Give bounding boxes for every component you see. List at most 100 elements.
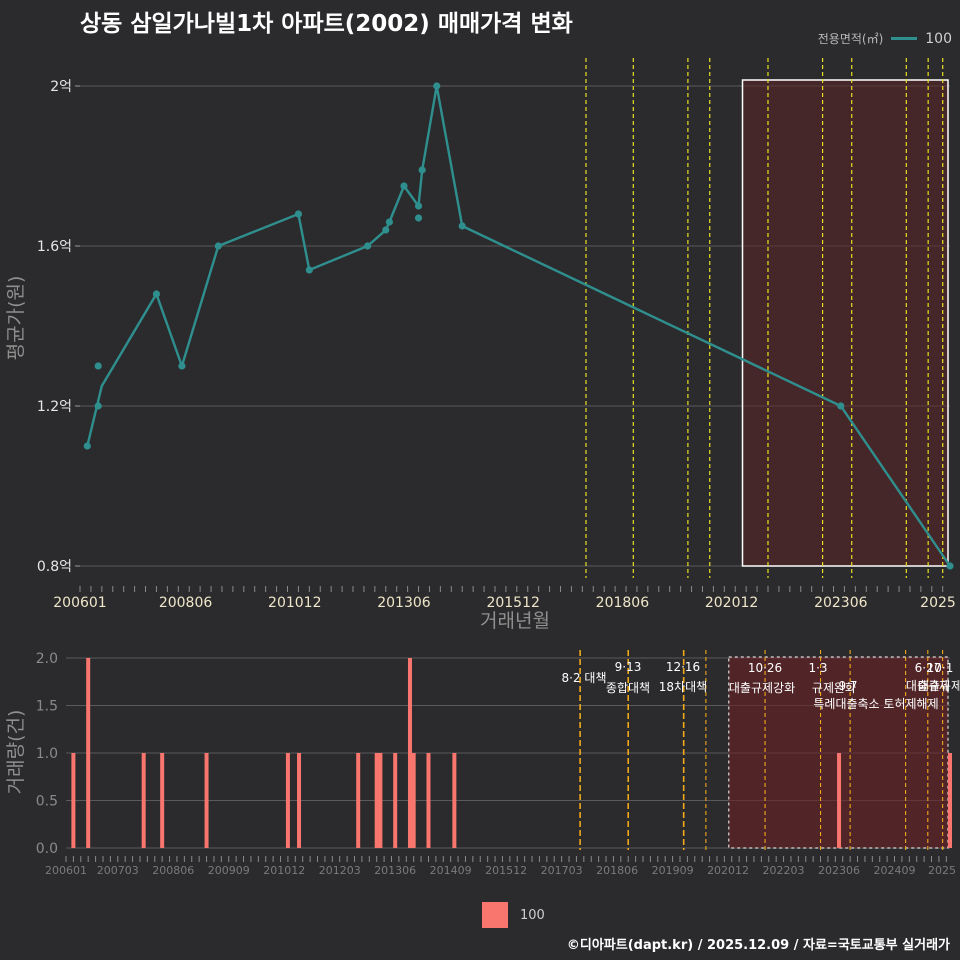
policy-label: 10·1 <box>927 661 954 675</box>
price-xtick-label: 2025 <box>920 595 956 611</box>
volume-xtick-label: 201203 <box>319 864 361 877</box>
volume-bar <box>141 753 146 848</box>
policy-extra-label: 특례대출축소 토허제해제 <box>813 697 938 711</box>
policy-label: 12·16 <box>666 660 700 674</box>
price-data-point <box>433 82 441 90</box>
price-ytick-label: 0.8억 <box>37 559 72 575</box>
volume-bar <box>411 753 416 848</box>
volume-xtick-label: 201306 <box>374 864 416 877</box>
price-xtick-label: 200601 <box>53 595 106 611</box>
volume-xtick-label: 200601 <box>45 864 87 877</box>
chart-title: 상동 삼일가나빌1차 아파트(2002) 매매가격 변화 <box>80 11 573 37</box>
volume-bar <box>378 753 383 848</box>
price-data-point <box>946 562 954 570</box>
volume-xtick-label: 201409 <box>430 864 472 877</box>
volume-bar <box>426 753 431 848</box>
volume-bar <box>297 753 302 848</box>
price-xtick-label: 202306 <box>814 595 868 611</box>
price-xtick-label: 202012 <box>705 595 758 611</box>
volume-xtick-label: 201703 <box>541 864 583 877</box>
price-data-point <box>418 166 426 174</box>
legend-title: 전용면적(㎡) <box>817 32 884 46</box>
volume-bar <box>71 753 76 848</box>
volume-xtick-label: 202306 <box>818 864 860 877</box>
price-data-point <box>94 362 102 370</box>
volume-ytick-label: 2.0 <box>36 651 58 667</box>
volume-xtick-label: 200703 <box>97 864 139 877</box>
policy-label: 1·3 <box>808 661 827 675</box>
volume-xtick-label: 201909 <box>652 864 694 877</box>
price-data-point <box>414 202 423 210</box>
price-xtick-label: 200806 <box>159 595 213 611</box>
legend-line-swatch <box>891 37 918 40</box>
price-data-point <box>94 402 102 410</box>
price-data-point <box>400 182 408 190</box>
price-data-point <box>178 362 186 370</box>
policy-label: 9·7 <box>838 679 857 693</box>
volume-xtick-label: 202012 <box>707 864 749 877</box>
policy-label: 18차대책 <box>659 679 707 694</box>
price-ytick-label: 2억 <box>50 79 72 95</box>
price-data-point <box>83 442 91 450</box>
price-yaxis-title: 평균가(원) <box>5 276 27 361</box>
top-legend: 전용면적(㎡) 100 <box>818 30 952 47</box>
price-ytick-label: 1.2억 <box>37 399 72 415</box>
price-data-point <box>458 222 466 230</box>
volume-ytick-label: 0.0 <box>36 841 58 857</box>
volume-xtick-label: 202203 <box>763 864 805 877</box>
volume-bar <box>837 753 842 848</box>
legend-bar-swatch <box>482 902 508 928</box>
volume-ytick-label: 0.5 <box>36 794 58 810</box>
volume-bar <box>204 753 209 848</box>
volume-bar <box>86 658 91 848</box>
volume-xtick-label: 200909 <box>208 864 250 877</box>
policy-label: 8·2 대책 <box>562 670 607 685</box>
price-data-point <box>385 218 394 226</box>
policy-label: 종합대책 <box>606 680 650 695</box>
price-data-point <box>214 242 222 250</box>
volume-yaxis-title: 거래량(건) <box>5 710 27 795</box>
policy-label: 10·26 <box>748 661 782 675</box>
policy-label: 대출규제 <box>918 679 960 693</box>
footer-source: ©디아파트(dapt.kr) / 2025.12.09 / 자료=국토교통부 실… <box>566 938 950 953</box>
bottom-legend: 100 <box>482 902 545 928</box>
volume-bar <box>356 753 361 848</box>
volume-xtick-label: 202409 <box>874 864 916 877</box>
policy-label: 규제완화 <box>812 681 856 695</box>
volume-ytick-label: 1.5 <box>36 699 58 715</box>
volume-xtick-label: 201512 <box>485 864 527 877</box>
price-data-point <box>305 266 313 274</box>
volume-xtick-label: 201012 <box>263 864 305 877</box>
volume-bar <box>285 753 290 848</box>
policy-label: 대출규제 <box>906 679 950 693</box>
price-data-point <box>363 242 372 250</box>
legend-item-label: 100 <box>925 30 952 47</box>
price-ytick-label: 1.6억 <box>37 239 72 255</box>
price-xaxis-title: 거래년월 <box>480 610 550 632</box>
legend-bar-label: 100 <box>520 907 545 923</box>
price-data-point <box>414 214 423 222</box>
price-xtick-label: 201806 <box>596 595 650 611</box>
volume-bar <box>393 753 398 848</box>
policy-label: 6·27 <box>915 661 942 675</box>
price-highlight-box <box>741 79 949 567</box>
price-data-point <box>837 402 845 410</box>
price-data-point <box>382 226 390 234</box>
volume-ytick-label: 1.0 <box>36 746 58 762</box>
policy-label: 9·13 <box>615 660 642 674</box>
price-xtick-label: 201012 <box>268 595 321 611</box>
price-xtick-label: 201512 <box>486 595 539 611</box>
volume-xtick-label: 200806 <box>152 864 194 877</box>
volume-bar <box>452 753 457 848</box>
volume-xtick-label: 2025 <box>928 864 956 877</box>
price-data-point <box>294 210 303 218</box>
price-data-point <box>152 290 161 298</box>
volume-bar <box>160 753 165 848</box>
policy-label: 대출규제강화 <box>729 681 795 695</box>
volume-xtick-label: 201806 <box>596 864 638 877</box>
volume-bar <box>948 753 952 848</box>
volume-bar <box>407 658 412 848</box>
price-xtick-label: 201306 <box>377 595 431 611</box>
